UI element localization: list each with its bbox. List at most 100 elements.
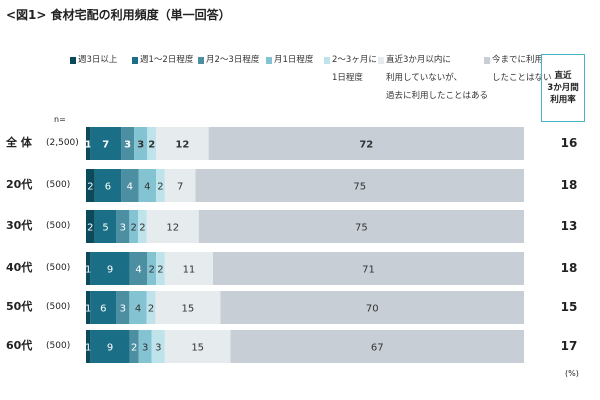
bar-4-seg-6 (220, 291, 524, 324)
row-n-1: (500) (46, 180, 71, 190)
legend-label-5-line-1: 利用していないが、 (386, 73, 463, 83)
rate-header-line-1: 直近 (554, 71, 572, 81)
bar-label-2-seg-6: 75 (355, 223, 368, 234)
bar-label-0-seg-4: 2 (148, 140, 155, 151)
bar-5-seg-5 (164, 330, 231, 363)
legend-swatch-3 (266, 57, 272, 64)
legend-label-3-line-0: 月1日程度 (274, 55, 314, 65)
bar-label-3-seg-1: 9 (107, 265, 113, 276)
bar-label-4-seg-4: 2 (148, 304, 154, 315)
legend-swatch-5 (378, 57, 384, 64)
bar-3-seg-2 (129, 252, 148, 285)
row-n-0: (2,500) (46, 138, 79, 148)
legend-label-5-line-2: 過去に利用したことはある (386, 91, 489, 101)
legend-swatch-0 (70, 57, 76, 64)
bar-3-seg-0 (86, 252, 91, 285)
bar-label-4-seg-6: 70 (366, 304, 379, 315)
row-label-4: 50代 (6, 300, 33, 313)
bar-label-4-seg-5: 15 (182, 304, 195, 315)
row-label-2: 30代 (6, 219, 33, 232)
bar-1-seg-4 (156, 169, 165, 202)
rate-header-line-2: 3か月間 (547, 83, 579, 93)
bar-5-seg-6 (230, 330, 525, 363)
bar-label-5-seg-2: 2 (131, 343, 137, 354)
bar-0-seg-6 (208, 127, 524, 160)
bar-3-seg-5 (164, 252, 214, 285)
legend-label-4-line-1: 1日程度 (332, 73, 363, 83)
bar-label-4-seg-1: 6 (100, 304, 106, 315)
legend-swatch-4 (324, 57, 330, 64)
rate-header-line-3: 利用率 (550, 95, 576, 105)
bar-label-5-seg-4: 3 (155, 343, 161, 354)
row-label-0: 全 体 (6, 136, 32, 149)
bar-2-seg-0 (86, 210, 95, 243)
bar-label-4-seg-2: 3 (120, 304, 126, 315)
bar-label-1-seg-1: 6 (105, 182, 111, 193)
bar-5-seg-0 (86, 330, 91, 363)
legend-label-5-line-0: 直近3か月以内に (386, 55, 451, 65)
legend-label-6-line-1: したことはない (492, 73, 552, 83)
bar-3-seg-3 (147, 252, 157, 285)
rate-value-4: 15 (560, 300, 578, 314)
bar-0-seg-2 (121, 127, 135, 160)
bar-5-seg-3 (138, 330, 152, 363)
bar-1-seg-0 (86, 169, 95, 202)
bar-4-seg-5 (155, 291, 221, 324)
bar-label-3-seg-5: 11 (183, 265, 196, 276)
bar-label-2-seg-1: 5 (102, 223, 108, 234)
bar-1-seg-2 (121, 169, 139, 202)
bar-label-3-seg-6: 71 (362, 265, 375, 276)
bar-4-seg-3 (129, 291, 147, 324)
bar-2-seg-5 (146, 210, 199, 243)
bar-4-seg-2 (116, 291, 130, 324)
bar-label-1-seg-3: 4 (144, 182, 150, 193)
bar-label-3-seg-0: 1 (85, 265, 91, 276)
bar-4-seg-4 (146, 291, 156, 324)
bar-1-seg-1 (94, 169, 122, 202)
bar-2-seg-2 (116, 210, 130, 243)
bar-label-1-seg-2: 4 (127, 182, 133, 193)
bar-2-seg-1 (94, 210, 117, 243)
bar-0-seg-0 (86, 127, 91, 160)
bar-label-4-seg-3: 4 (135, 304, 141, 315)
bar-label-0-seg-1: 7 (102, 140, 109, 151)
legend-label-3: 月1日程度 (274, 54, 313, 72)
bar-1-seg-3 (138, 169, 157, 202)
legend-label-5: 直近3か月以内に利用していないが、過去に利用したことはある (386, 54, 488, 108)
bar-label-2-seg-0: 2 (87, 223, 93, 234)
bar-1-seg-6 (195, 169, 524, 202)
bar-label-4-seg-0: 1 (85, 304, 91, 315)
bar-5-seg-1 (90, 330, 130, 363)
bar-label-2-seg-4: 2 (139, 223, 145, 234)
bar-label-2-seg-2: 3 (120, 223, 126, 234)
bar-0-seg-1 (90, 127, 122, 160)
bar-label-0-seg-2: 3 (124, 140, 131, 151)
bar-3-seg-4 (156, 252, 165, 285)
legend-swatch-2 (198, 57, 204, 64)
rate-value-5: 17 (560, 339, 578, 353)
bar-4-seg-0 (86, 291, 91, 324)
bar-5-seg-2 (129, 330, 139, 363)
bar-0-seg-4 (147, 127, 157, 160)
row-n-5: (500) (46, 341, 71, 351)
row-label-3: 40代 (6, 261, 33, 274)
legend-label-1: 週1～2日程度 (140, 54, 193, 72)
bar-0-seg-5 (156, 127, 209, 160)
unit-label: (%) (565, 369, 579, 378)
rate-value-0: 16 (560, 136, 578, 150)
rate-value-3: 18 (560, 261, 578, 275)
legend-label-6-line-0: 今までに利用 (492, 55, 544, 65)
bar-1-seg-5 (164, 169, 196, 202)
legend-label-2-line-0: 月2～3日程度 (206, 55, 260, 65)
bar-label-2-seg-5: 12 (166, 223, 179, 234)
legend-label-4: 2～3ヶ月に 1日程度 (332, 54, 377, 90)
bar-label-0-seg-0: 1 (85, 140, 92, 151)
bar-label-2-seg-3: 2 (131, 223, 137, 234)
bar-label-1-seg-6: 75 (353, 182, 366, 193)
bar-label-5-seg-0: 1 (85, 343, 91, 354)
legend-label-2: 月2～3日程度 (206, 54, 259, 72)
bar-label-3-seg-2: 4 (135, 265, 141, 276)
bar-label-5-seg-6: 67 (371, 343, 384, 354)
chart-title: <図1> 食材宅配の利用頻度（単一回答） (6, 8, 231, 22)
